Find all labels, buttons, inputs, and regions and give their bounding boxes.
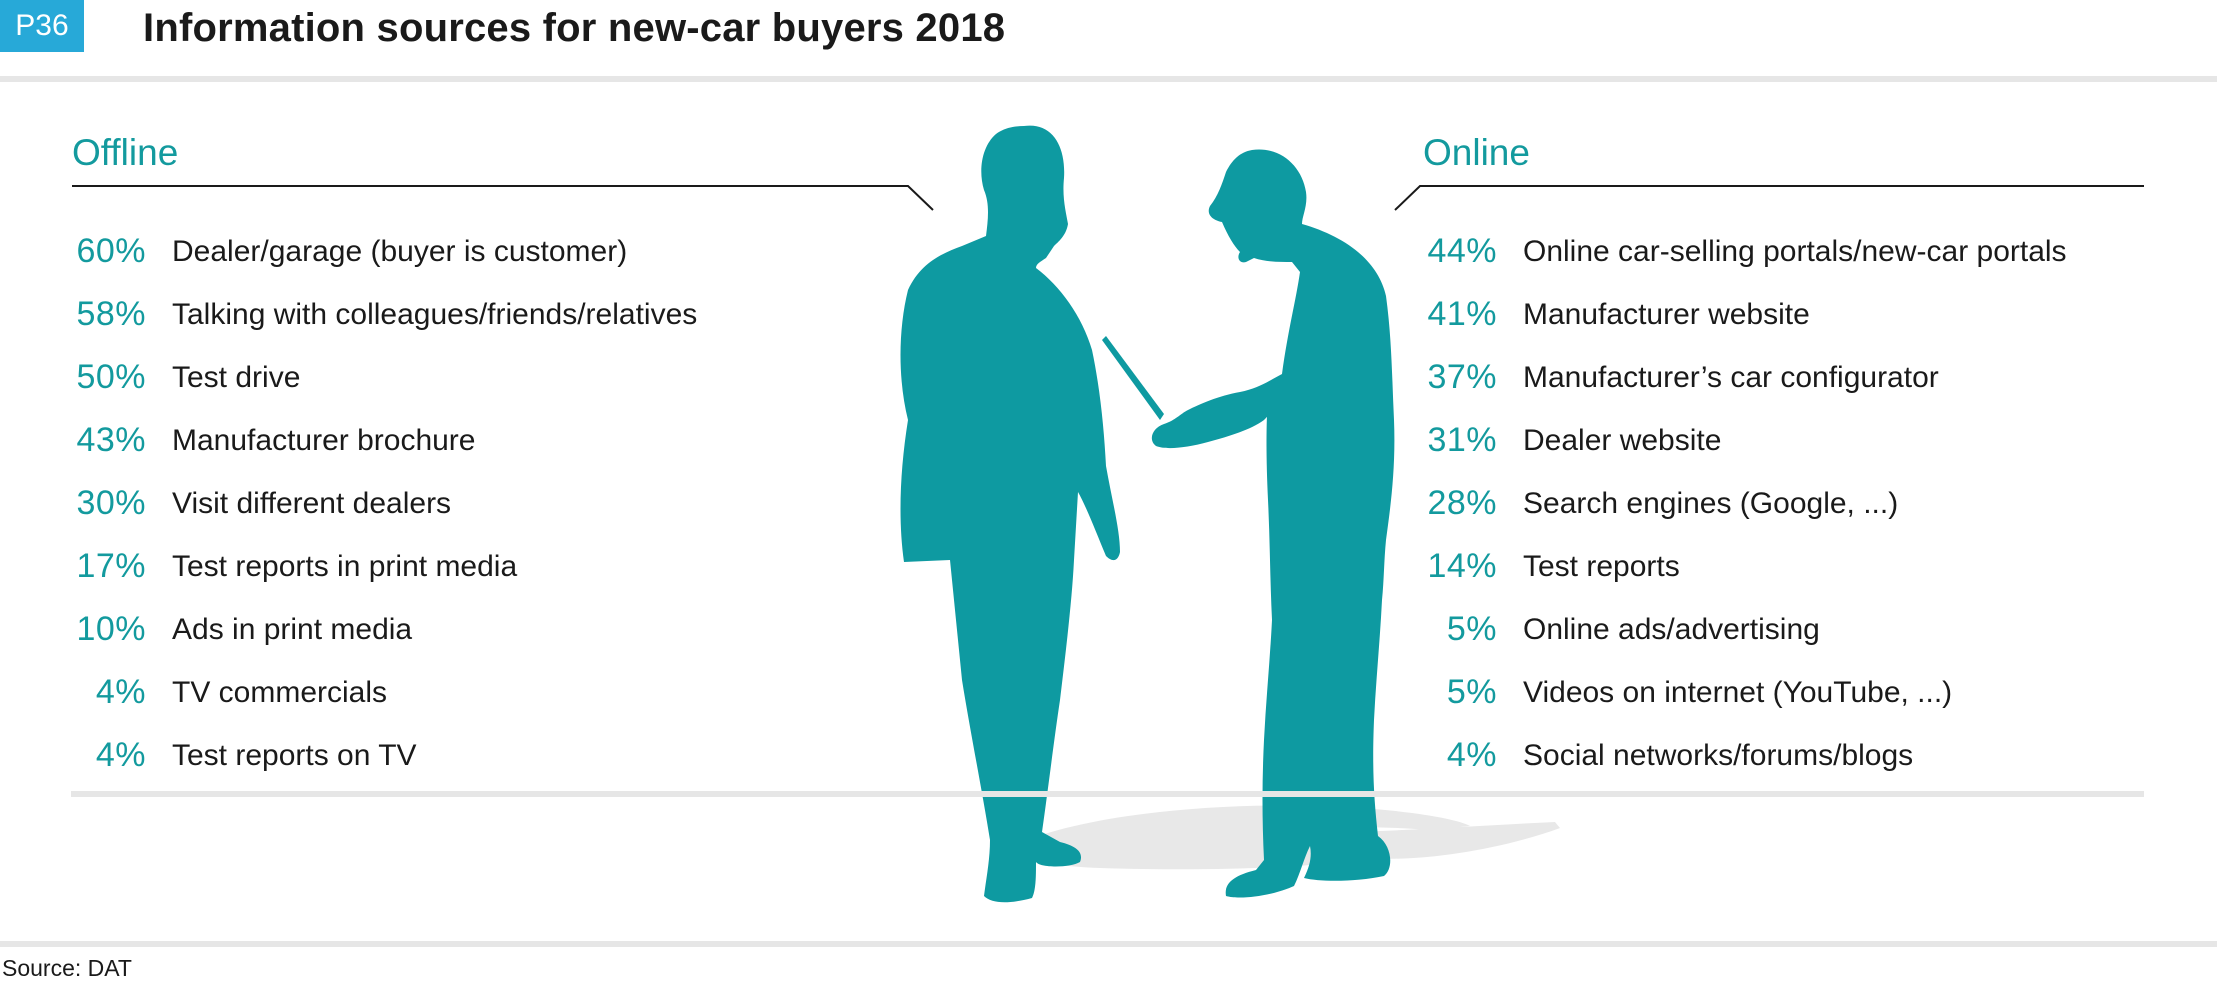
- online-list-item: 5% Videos on internet (YouTube, ...): [1423, 661, 2067, 724]
- offline-list-item: 17% Test reports in print media: [72, 535, 697, 598]
- online-percentage: 14%: [1427, 547, 1497, 585]
- offline-source-label: Dealer/garage (buyer is customer): [172, 234, 628, 268]
- page-title: Information sources for new-car buyers 2…: [143, 6, 1006, 50]
- offline-source-label: Test reports on TV: [172, 738, 417, 772]
- offline-source-label: Talking with colleagues/friends/relative…: [172, 297, 698, 331]
- offline-list-item: 43% Manufacturer brochure: [72, 409, 697, 472]
- list-bottom-divider: [71, 791, 2144, 797]
- online-percentage: 37%: [1427, 358, 1497, 396]
- online-percentage: 5%: [1446, 673, 1497, 711]
- offline-source-label: Test reports in print media: [172, 549, 518, 583]
- offline-percentage: 30%: [76, 484, 146, 522]
- online-list-item: 37% Manufacturer’s car configurator: [1423, 346, 2067, 409]
- offline-percentage: 43%: [76, 421, 146, 459]
- offline-percentage: 60%: [76, 232, 146, 270]
- online-list-item: 31% Dealer website: [1423, 409, 2067, 472]
- online-list-item: 41% Manufacturer website: [1423, 283, 2067, 346]
- page-badge: P36: [0, 0, 84, 52]
- offline-list-item: 58% Talking with colleagues/friends/relat…: [72, 283, 697, 346]
- offline-list-item: 10% Ads in print media: [72, 598, 697, 661]
- online-percentage: 31%: [1427, 421, 1497, 459]
- online-percentage: 28%: [1427, 484, 1497, 522]
- man-with-tablet-silhouette-icon: [1102, 149, 1395, 898]
- offline-source-label: Visit different dealers: [172, 486, 452, 520]
- offline-source-label: Manufacturer brochure: [172, 423, 476, 457]
- offline-source-label: Ads in print media: [172, 612, 413, 646]
- online-source-label: Social networks/forums/blogs: [1523, 738, 1914, 772]
- top-divider: [0, 76, 2217, 82]
- online-list-item: 14% Test reports: [1423, 535, 2067, 598]
- online-source-label: Manufacturer website: [1523, 297, 1810, 331]
- online-percentage: 41%: [1427, 295, 1497, 333]
- offline-percentage: 17%: [76, 547, 146, 585]
- online-percentage: 4%: [1446, 736, 1497, 774]
- offline-percentage: 50%: [76, 358, 146, 396]
- source-note: Source: DAT: [2, 955, 132, 981]
- online-source-label: Manufacturer’s car configurator: [1523, 360, 1939, 394]
- online-source-label: Search engines (Google, ...): [1523, 486, 1899, 520]
- online-percentage: 5%: [1446, 610, 1497, 648]
- online-percentage: 44%: [1427, 232, 1497, 270]
- offline-list-item: 4% TV commercials: [72, 661, 697, 724]
- footer-divider: [0, 941, 2217, 947]
- online-list: 44% Online car-selling portals/new-car po…: [1423, 220, 2067, 787]
- offline-source-label: TV commercials: [172, 675, 388, 709]
- online-list-item: 44% Online car-selling portals/new-car po…: [1423, 220, 2067, 283]
- online-source-label: Online ads/advertising: [1523, 612, 1820, 646]
- online-source-label: Videos on internet (YouTube, ...): [1523, 675, 1953, 709]
- offline-percentage: 4%: [95, 736, 146, 774]
- offline-list-item: 60% Dealer/garage (buyer is customer): [72, 220, 697, 283]
- offline-list-item: 30% Visit different dealers: [72, 472, 697, 535]
- offline-heading: Offline: [72, 132, 179, 173]
- offline-source-label: Test drive: [172, 360, 301, 394]
- online-source-label: Dealer website: [1523, 423, 1722, 457]
- standing-man-silhouette-icon: [900, 125, 1120, 903]
- offline-percentage: 4%: [95, 673, 146, 711]
- online-source-label: Online car-selling portals/new-car porta…: [1523, 234, 2067, 268]
- online-list-item: 4% Social networks/forums/blogs: [1423, 724, 2067, 787]
- online-source-label: Test reports: [1523, 549, 1680, 583]
- online-heading: Online: [1423, 132, 1530, 173]
- offline-list-item: 4% Test reports on TV: [72, 724, 697, 787]
- offline-percentage: 58%: [76, 295, 146, 333]
- offline-list: 60% Dealer/garage (buyer is customer) 58% T…: [72, 220, 697, 787]
- online-list-item: 28% Search engines (Google, ...): [1423, 472, 2067, 535]
- offline-percentage: 10%: [76, 610, 146, 648]
- online-list-item: 5% Online ads/advertising: [1423, 598, 2067, 661]
- offline-list-item: 50% Test drive: [72, 346, 697, 409]
